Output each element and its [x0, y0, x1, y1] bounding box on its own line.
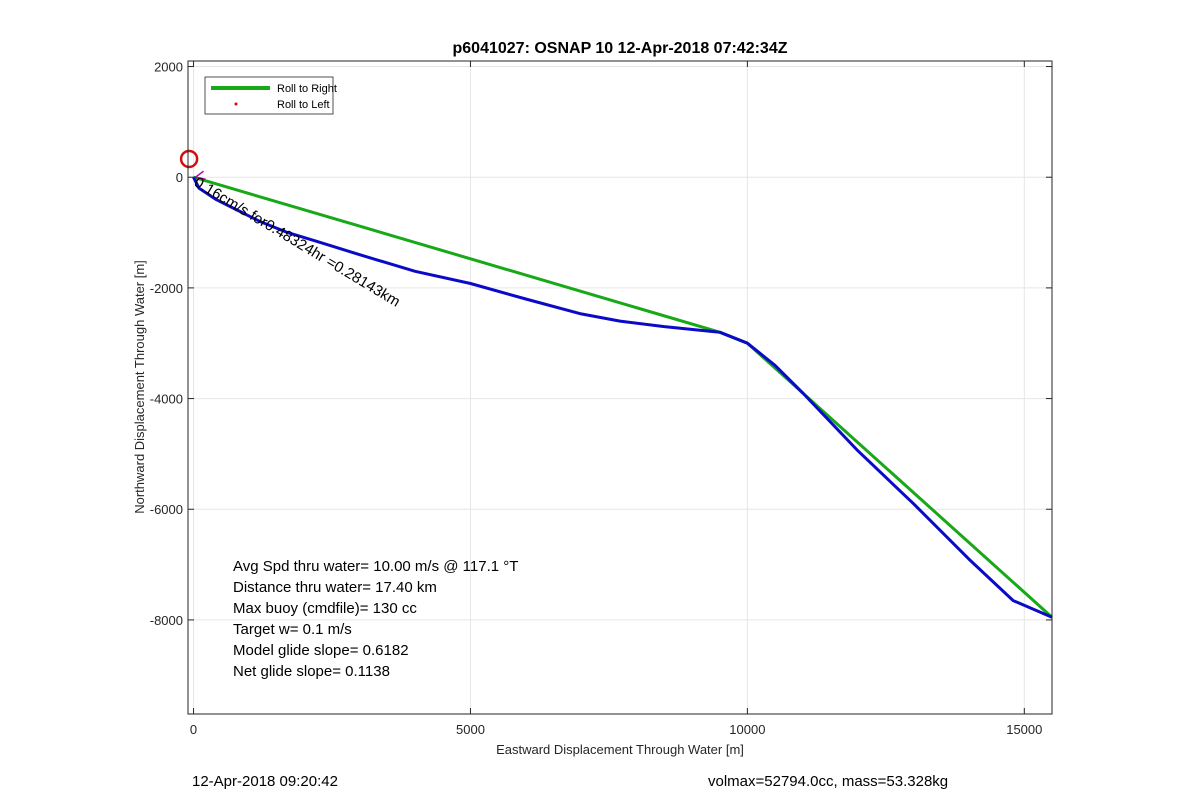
y-axis-label: Northward Displacement Through Water [m] [132, 260, 147, 514]
legend-label-roll-left: Roll to Left [277, 99, 330, 111]
stat-avg-speed: Avg Spd thru water= 10.00 m/s @ 117.1 °T [233, 558, 518, 575]
x-tick-label: 15000 [1006, 722, 1042, 737]
stat-target-w: Target w= 0.1 m/s [233, 621, 352, 638]
x-tick-label: 10000 [729, 722, 765, 737]
chart-title: p6041027: OSNAP 10 12-Apr-2018 07:42:34Z [453, 40, 788, 57]
stat-distance: Distance thru water= 17.40 km [233, 579, 437, 596]
segment-annotation: 0.16cm/s for0.48324hr =0.28143km [191, 174, 403, 311]
y-tick-label: 2000 [154, 60, 183, 75]
legend-box [204, 76, 334, 115]
x-axis-label: Eastward Displacement Through Water [m] [496, 742, 744, 757]
y-tick-label: -2000 [150, 281, 183, 296]
footer-timestamp: 12-Apr-2018 09:20:42 [192, 773, 338, 790]
y-tick-label: -4000 [150, 392, 183, 407]
stat-model-glide: Model glide slope= 0.6182 [233, 642, 409, 659]
axes-box [187, 60, 1053, 715]
series-layer [192, 175, 1054, 619]
x-tick-label: 0 [190, 722, 197, 737]
footer-volmax-mass: volmax=52794.0cc, mass=53.328kg [708, 773, 949, 790]
stat-net-glide: Net glide slope= 0.1138 [233, 663, 390, 680]
legend: Roll to Right Roll to Left [204, 76, 337, 115]
stats-block: Avg Spd thru water= 10.00 m/s @ 117.1 °T… [233, 558, 518, 680]
series-track-line [192, 176, 1053, 619]
legend-label-roll-right: Roll to Right [277, 83, 337, 95]
start-circle [179, 149, 199, 169]
marker-layer [179, 149, 206, 180]
y-tick-label: -8000 [150, 613, 183, 628]
legend-swatch-roll-left [234, 102, 238, 106]
y-tick-label: -6000 [150, 502, 183, 517]
y-tick-label: 0 [176, 170, 183, 185]
start-arrow-marker [193, 170, 206, 180]
x-tick-label: 5000 [456, 722, 485, 737]
stat-max-buoy: Max buoy (cmdfile)= 130 cc [233, 600, 417, 617]
grid [188, 61, 1052, 714]
